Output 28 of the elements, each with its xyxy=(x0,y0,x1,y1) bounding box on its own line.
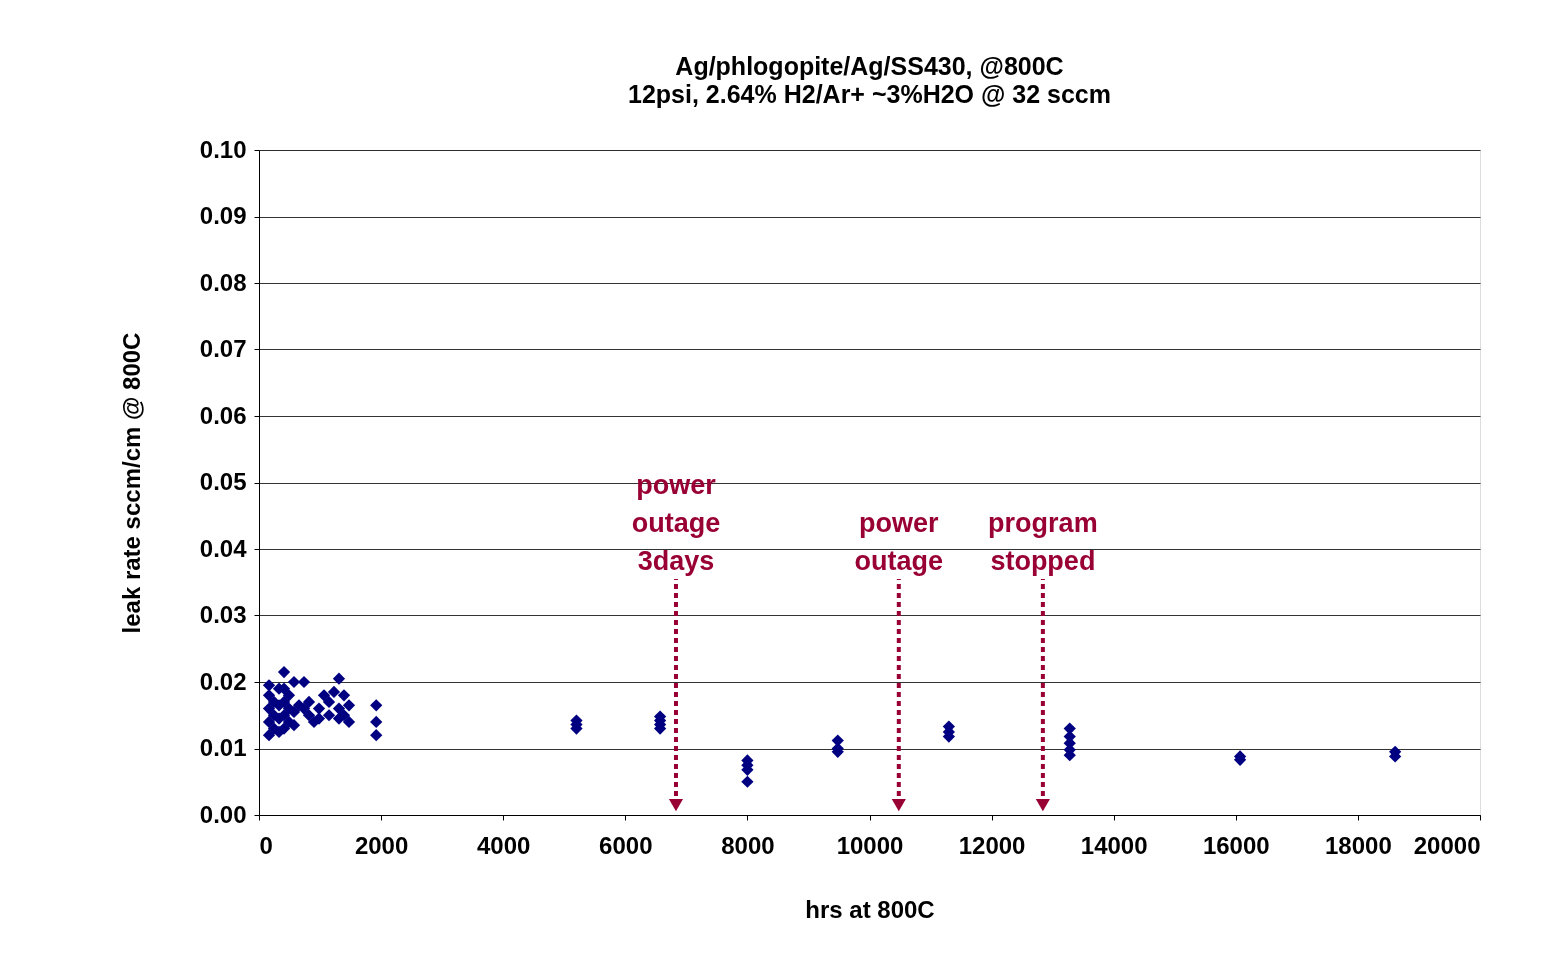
chart-subtitle: 12psi, 2.64% H2/Ar+ ~3%H2O @ 32 sccm xyxy=(628,80,1111,108)
ref-line-label: program stopped xyxy=(988,507,1098,576)
x-tick-label: 18000 xyxy=(1325,831,1392,859)
y-axis-title: leak rate sccm/cm @ 800C xyxy=(117,332,145,634)
x-tick-label: 10000 xyxy=(836,831,904,859)
y-tick-label: 0.04 xyxy=(199,534,248,562)
y-tick-label: 0.05 xyxy=(199,468,247,495)
x-tick-label: 4000 xyxy=(477,831,531,859)
y-tick-label: 0.08 xyxy=(199,268,247,296)
x-tick-label: 14000 xyxy=(1080,831,1148,859)
x-tick-label: 8000 xyxy=(721,831,775,859)
y-tick-label: 0.02 xyxy=(199,667,247,695)
y-tick-label: 0.07 xyxy=(199,335,247,362)
x-tick-label: 2000 xyxy=(354,831,409,859)
x-tick-label: 12000 xyxy=(958,831,1026,859)
y-tick-label: 0.10 xyxy=(199,135,247,163)
x-tick-label: 20000 xyxy=(1413,831,1481,859)
y-tick-label: 0.06 xyxy=(199,401,247,429)
chart-title: Ag/phlogopite/Ag/SS430, @800C xyxy=(675,52,1064,80)
x-axis-title: hrs at 800C xyxy=(805,895,935,923)
y-tick-label: 0.01 xyxy=(199,734,247,761)
x-tick-label: 16000 xyxy=(1202,831,1270,859)
ref-line-label: power outage xyxy=(854,507,944,576)
y-tick-label: 0.09 xyxy=(199,202,247,229)
x-tick-label: 0 xyxy=(259,831,273,859)
x-tick-label: 6000 xyxy=(599,831,653,859)
y-tick-label: 0.03 xyxy=(199,601,247,628)
y-tick-label: 0.00 xyxy=(199,800,247,828)
